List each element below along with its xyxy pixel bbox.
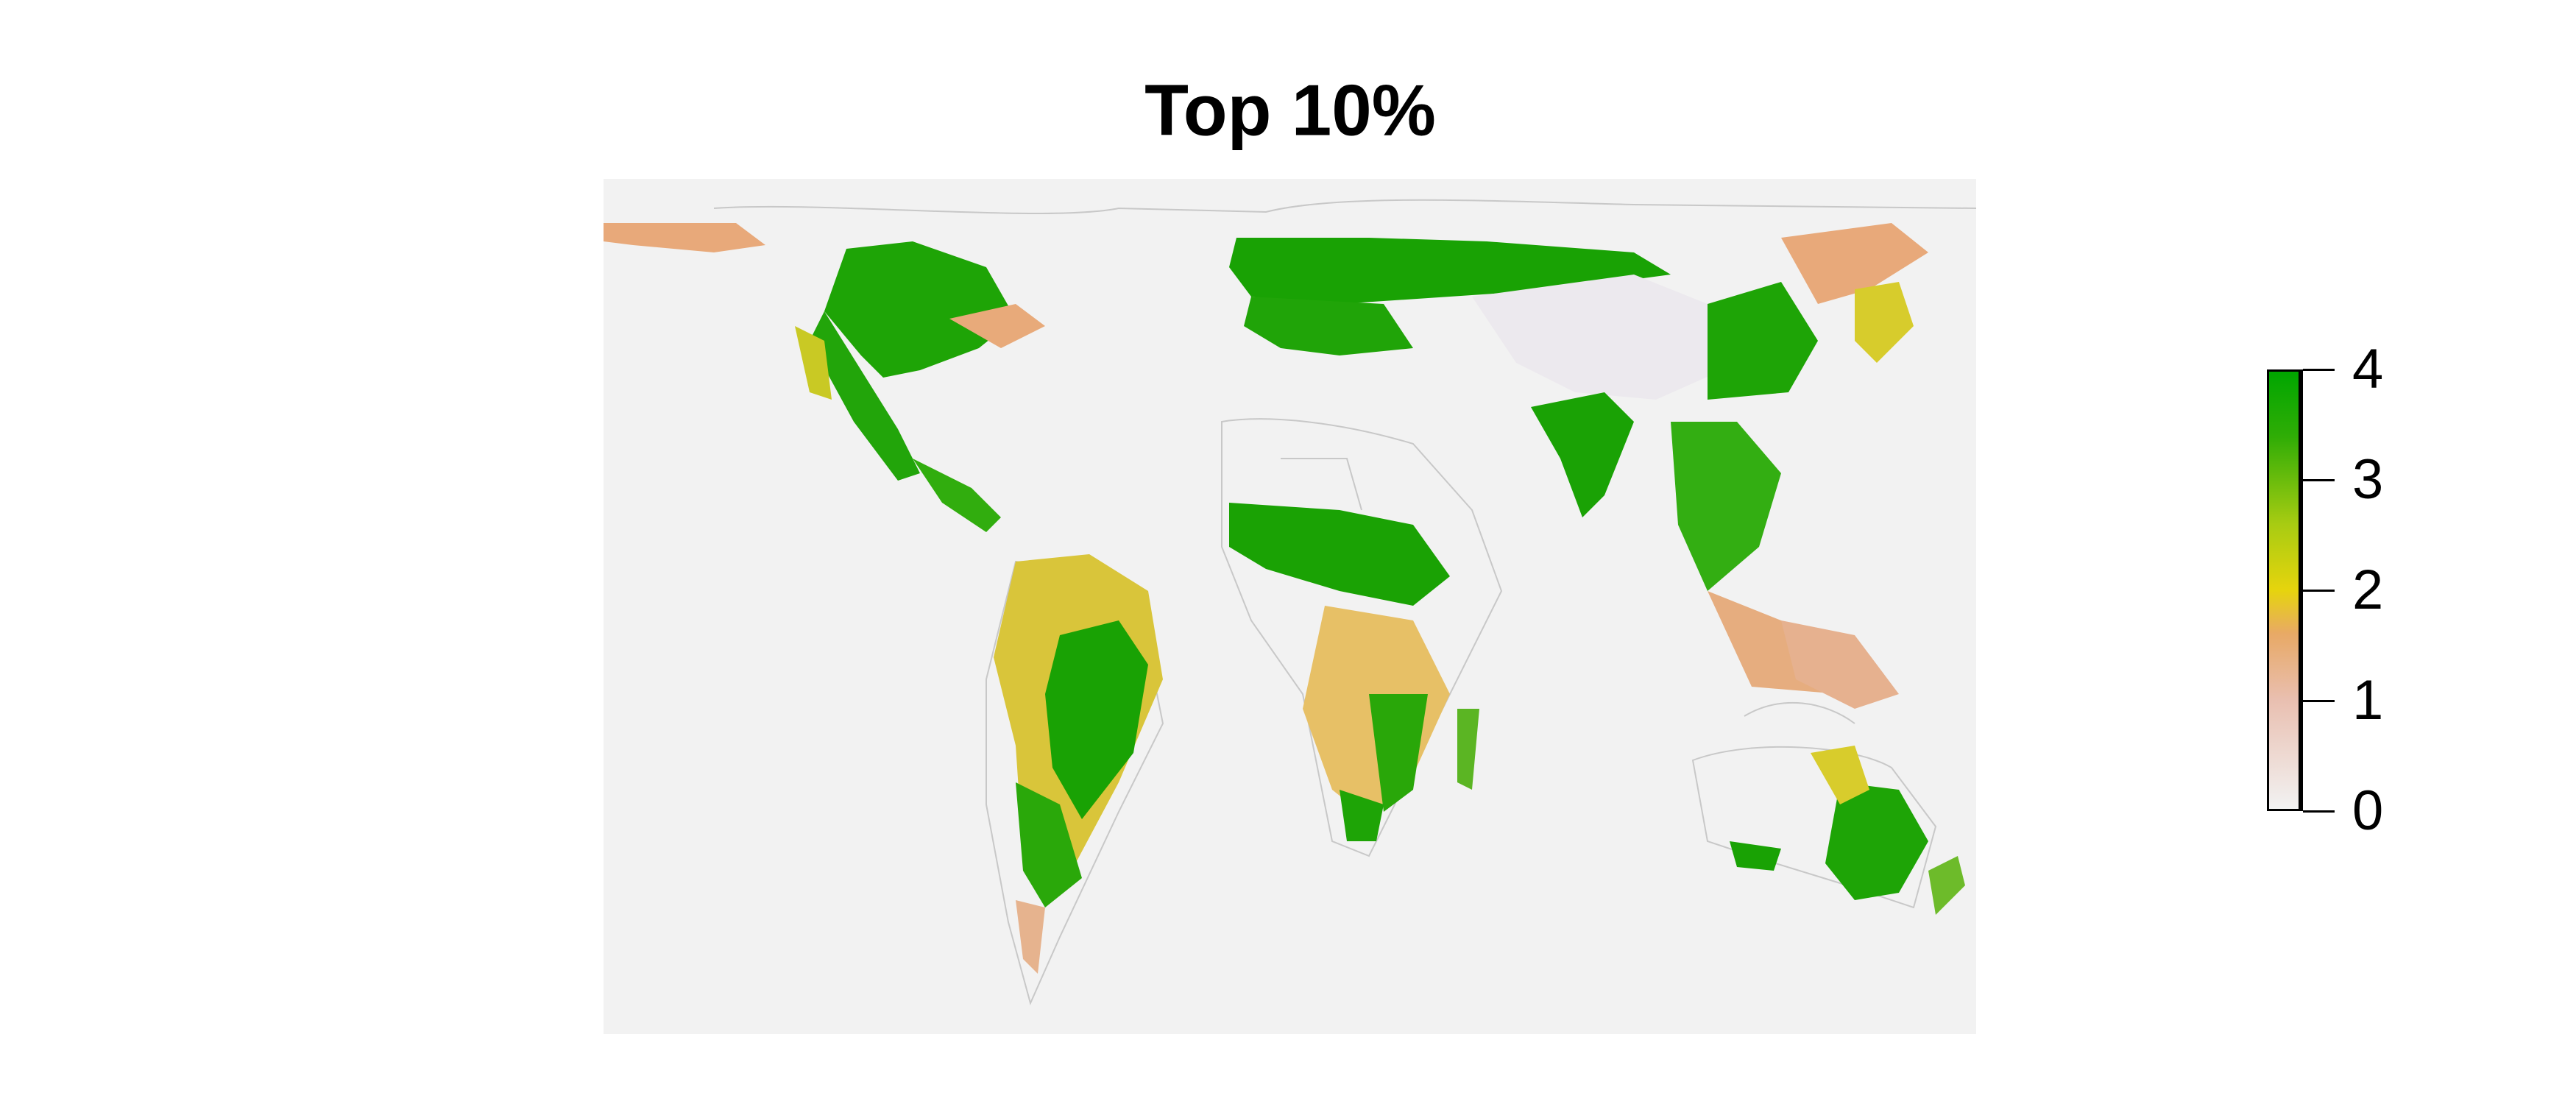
world-map-raster	[604, 199, 1976, 1005]
oceania-cover	[1730, 620, 1965, 915]
legend-label: 2	[2352, 559, 2384, 621]
legend-tick	[2303, 368, 2335, 371]
north-america-cover	[604, 223, 1045, 532]
legend-tick	[2303, 589, 2335, 592]
legend-label: 1	[2352, 669, 2384, 732]
legend-label: 0	[2352, 779, 2384, 842]
world-map	[604, 179, 1976, 1034]
africa-cover	[1229, 503, 1479, 841]
legend-label: 3	[2352, 448, 2384, 511]
legend-tick	[2303, 699, 2335, 702]
legend-axis	[2301, 369, 2303, 811]
legend-tick	[2303, 810, 2335, 813]
legend-tick	[2303, 478, 2335, 481]
map-title: Top 10%	[1144, 69, 1436, 151]
legend-color-bar	[2267, 369, 2301, 811]
legend-label: 4	[2352, 338, 2384, 400]
europe-asia-cover	[1229, 223, 1928, 694]
south-america-cover	[994, 554, 1163, 974]
